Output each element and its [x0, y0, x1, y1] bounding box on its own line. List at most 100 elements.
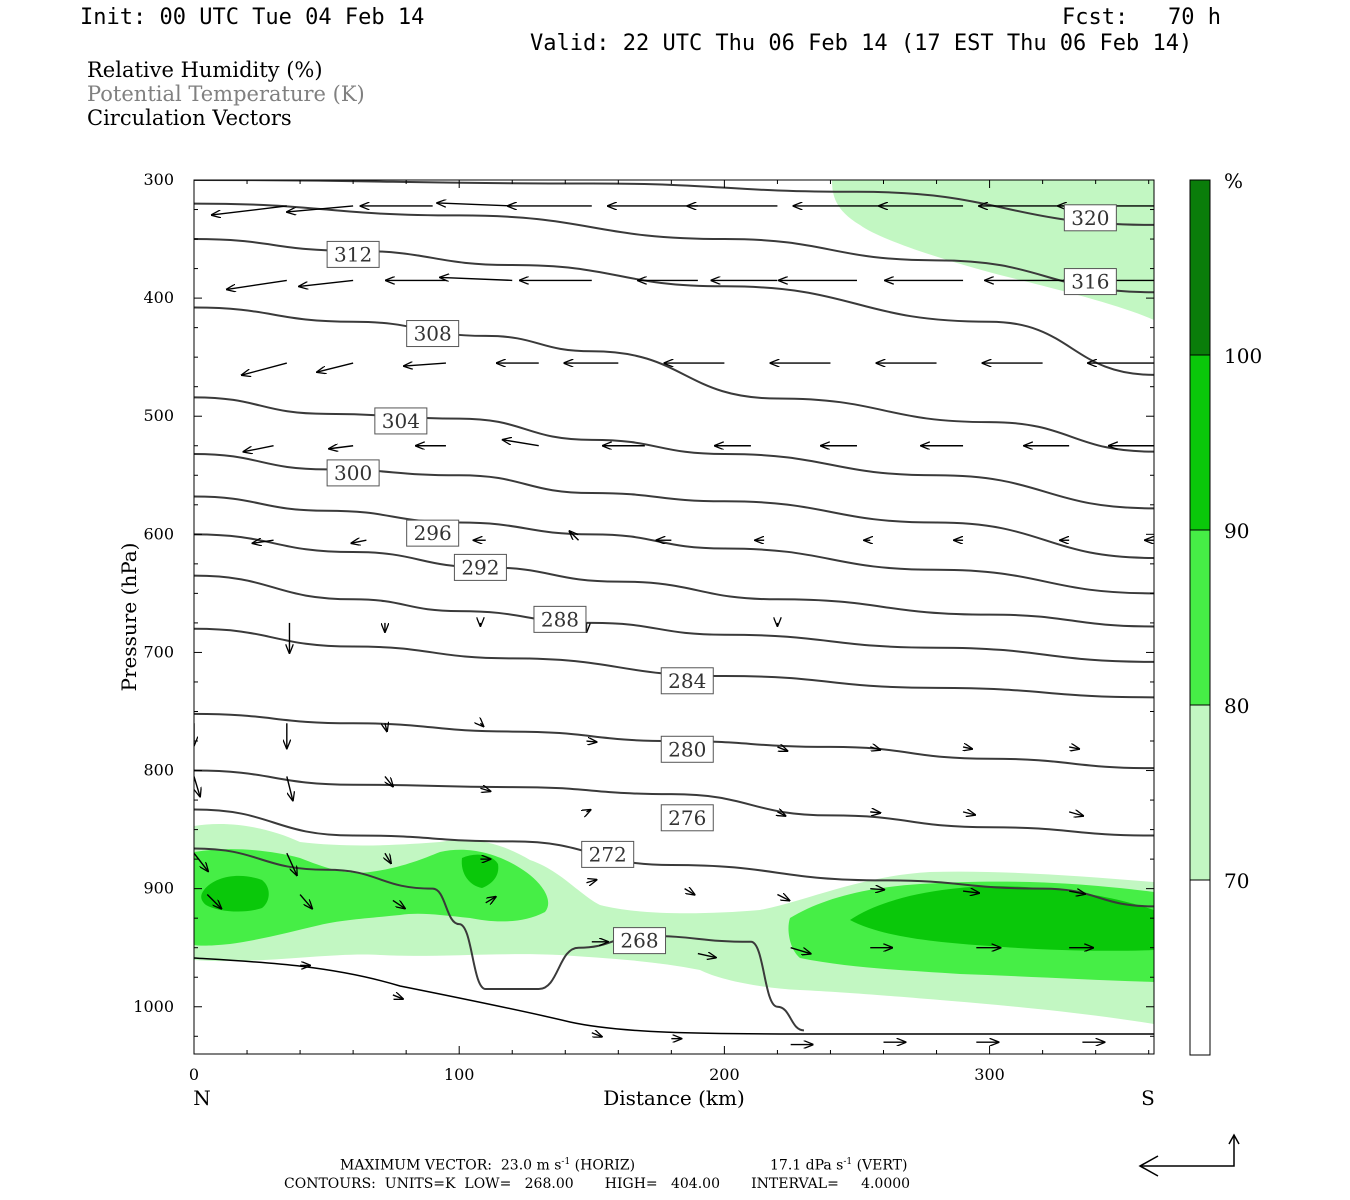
circulation-vector — [480, 788, 490, 791]
circulation-vector — [440, 277, 513, 280]
theta-label-272: 272 — [581, 840, 635, 868]
circulation-vector — [777, 812, 785, 816]
colorbar-80-90 — [1189, 529, 1211, 706]
theta-contour-272 — [194, 808, 1154, 908]
forecast-hour: Fcst: 70 h — [1062, 5, 1221, 30]
circulation-vector — [503, 440, 539, 447]
circulation-vector — [212, 205, 287, 215]
theta-label-268: 268 — [613, 927, 667, 955]
theta-contour-276 — [194, 769, 1154, 837]
circulation-vector — [329, 446, 354, 449]
theta-label-308: 308 — [406, 320, 460, 348]
circulation-vector — [299, 279, 354, 286]
circulation-vector — [351, 540, 367, 543]
circulation-vector — [286, 776, 293, 800]
circulation-vector — [570, 531, 580, 541]
max-vector-text: MAXIMUM VECTOR: 23.0 m s-1 (HORIZ) — [340, 1157, 636, 1174]
circulation-vector — [586, 741, 596, 742]
circulation-vector — [385, 776, 393, 786]
circulation-vector — [777, 895, 789, 901]
x-tick-label: 100 — [444, 1065, 475, 1084]
max-vector-vert-text: 17.1 dPa s-1 (VERT) — [770, 1157, 908, 1174]
circulation-vector — [194, 852, 208, 871]
x-left-end-label: N — [193, 1086, 211, 1110]
rh-80-left — [194, 849, 549, 946]
circulation-vector — [963, 747, 972, 749]
circulation-vector — [404, 363, 446, 366]
circulation-vector — [437, 203, 513, 206]
contours-info-text: CONTOURS: UNITS=K LOW= 268.00 HIGH= 404.… — [284, 1176, 911, 1192]
circulation-vector — [392, 995, 403, 999]
field-vectors-label: Circulation Vectors — [87, 106, 292, 130]
theta-label-276: 276 — [660, 804, 714, 832]
circulation-vector — [591, 1033, 602, 1037]
circulation-vector — [777, 747, 787, 751]
colorbar-below-70 — [1189, 879, 1211, 1056]
circulation-vector — [684, 889, 695, 895]
theta-contour-268 — [194, 847, 805, 1032]
colorbar-100-plus — [1189, 179, 1211, 356]
y-axis-label: Pressure (hPa) — [117, 543, 141, 692]
colorbar-tick-70: 70 — [1224, 869, 1249, 893]
theta-label-304: 304 — [374, 407, 428, 435]
svg-text:300: 300 — [334, 461, 372, 485]
theta-contour-308 — [194, 306, 1154, 453]
svg-text:316: 316 — [1071, 270, 1109, 294]
circulation-vector — [485, 897, 496, 903]
circulation-vector — [1069, 891, 1085, 894]
circulation-vector — [287, 205, 354, 212]
circulation-vector — [244, 445, 274, 452]
terrain-line — [194, 957, 1154, 1035]
colorbar-90-100 — [1189, 354, 1211, 531]
circulation-vector — [790, 947, 811, 954]
theta-contour-292 — [194, 533, 1154, 628]
field-theta-label: Potential Temperature (K) — [87, 82, 365, 106]
y-tick-label: 500 — [143, 406, 174, 425]
circulation-vector — [206, 894, 221, 909]
circulation-vector — [253, 540, 274, 543]
circulation-vector — [962, 812, 975, 815]
circulation-vector — [194, 776, 200, 796]
circulation-vector — [286, 852, 297, 875]
svg-text:272: 272 — [589, 842, 627, 866]
theta-contour-304 — [194, 396, 1154, 510]
x-right-end-label: S — [1141, 1086, 1155, 1110]
y-tick-label: 700 — [143, 642, 174, 661]
circulation-vector — [480, 723, 483, 726]
circulation-vector — [586, 880, 596, 883]
y-tick-label: 900 — [143, 879, 174, 898]
colorbar-unit: % — [1224, 169, 1243, 193]
theta-label-320: 320 — [1063, 204, 1117, 232]
theta-contour-284 — [194, 627, 1154, 699]
theta-contour-296 — [194, 495, 1154, 595]
colorbar-tick-100: 100 — [1224, 344, 1262, 368]
x-tick-label: 200 — [709, 1065, 740, 1084]
theta-contour-320 — [194, 180, 1154, 226]
circulation-vector — [962, 891, 979, 893]
y-tick-label: 400 — [143, 288, 174, 307]
theta-label-292: 292 — [453, 553, 507, 581]
svg-text:320: 320 — [1071, 206, 1109, 230]
y-tick-label: 1000 — [133, 997, 174, 1016]
circulation-vector — [299, 894, 312, 909]
circulation-vector — [870, 747, 880, 750]
reference-vector — [1138, 1133, 1240, 1177]
svg-text:280: 280 — [668, 737, 706, 761]
circulation-vector — [385, 852, 391, 863]
y-tick-label: 800 — [143, 761, 174, 780]
theta-contour-316 — [194, 202, 1154, 294]
rh-90-right — [850, 886, 1154, 951]
circulation-vector — [870, 812, 880, 813]
circulation-vector — [317, 362, 354, 372]
x-tick-label: 0 — [189, 1065, 199, 1084]
circulation-vector — [385, 723, 387, 731]
init-time: Init: 00 UTC Tue 04 Feb 14 — [80, 5, 425, 30]
theta-label-296: 296 — [406, 519, 460, 547]
svg-text:304: 304 — [382, 409, 420, 433]
colorbar: % 70 80 90 100 — [1189, 169, 1262, 1056]
theta-label-316: 316 — [1063, 268, 1117, 296]
circulation-vector — [227, 279, 287, 289]
valid-time: Valid: 22 UTC Thu 06 Feb 14 (17 EST Thu … — [530, 31, 1193, 56]
rh-70-top-right — [832, 180, 1154, 320]
